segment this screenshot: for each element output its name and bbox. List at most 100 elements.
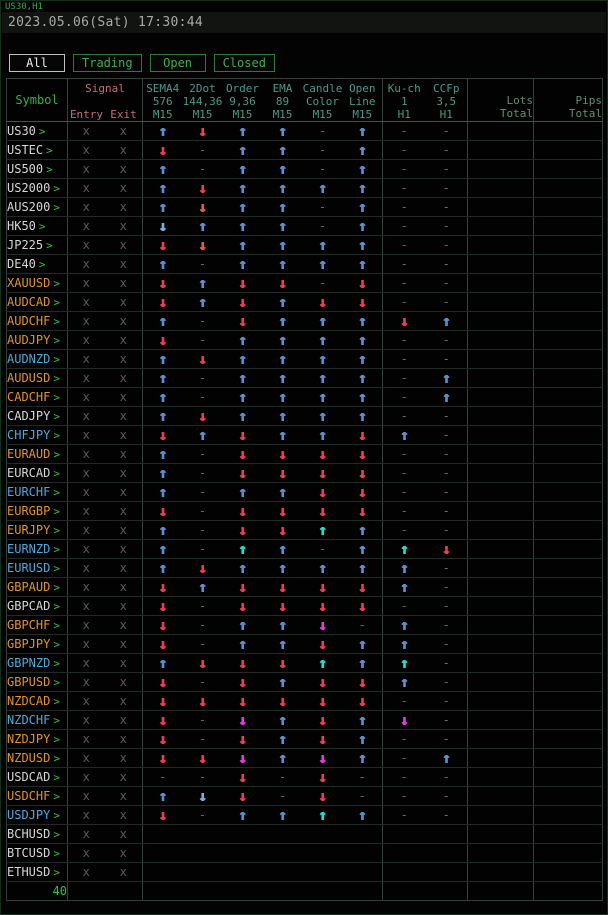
entry-toggle[interactable]: x <box>67 558 105 578</box>
symbol-expand-chevron-icon[interactable]: > <box>53 676 60 689</box>
exit-toggle[interactable]: x <box>104 216 143 236</box>
symbol-cell[interactable]: ETHUSD > <box>6 862 68 882</box>
symbol-cell[interactable]: NZDUSD > <box>6 748 68 768</box>
entry-toggle[interactable]: x <box>67 653 105 673</box>
entry-toggle[interactable]: x <box>67 501 105 521</box>
symbol-expand-chevron-icon[interactable]: > <box>53 467 60 480</box>
entry-toggle[interactable]: x <box>67 577 105 597</box>
exit-toggle[interactable]: x <box>104 843 143 863</box>
exit-toggle[interactable]: x <box>104 729 143 749</box>
symbol-expand-chevron-icon[interactable]: > <box>53 714 60 727</box>
symbol-cell[interactable]: US500 > <box>6 159 68 179</box>
symbol-cell[interactable]: US2000 > <box>6 178 68 198</box>
symbol-cell[interactable]: GBPCAD > <box>6 596 68 616</box>
exit-toggle[interactable]: x <box>104 596 143 616</box>
symbol-cell[interactable]: XAUUSD > <box>6 273 68 293</box>
entry-toggle[interactable]: x <box>67 140 105 160</box>
symbol-expand-chevron-icon[interactable]: > <box>53 562 60 575</box>
symbol-expand-chevron-icon[interactable]: > <box>46 163 53 176</box>
entry-toggle[interactable]: x <box>67 368 105 388</box>
symbol-expand-chevron-icon[interactable]: > <box>53 638 60 651</box>
symbol-cell[interactable]: AUS200 > <box>6 197 68 217</box>
exit-toggle[interactable]: x <box>104 653 143 673</box>
exit-toggle[interactable]: x <box>104 406 143 426</box>
symbol-cell[interactable]: GBPNZD > <box>6 653 68 673</box>
entry-toggle[interactable]: x <box>67 406 105 426</box>
exit-toggle[interactable]: x <box>104 311 143 331</box>
symbol-expand-chevron-icon[interactable]: > <box>53 543 60 556</box>
exit-toggle[interactable]: x <box>104 140 143 160</box>
entry-toggle[interactable]: x <box>67 710 105 730</box>
exit-toggle[interactable]: x <box>104 368 143 388</box>
symbol-expand-chevron-icon[interactable]: > <box>53 201 60 214</box>
entry-toggle[interactable]: x <box>67 539 105 559</box>
symbol-expand-chevron-icon[interactable]: > <box>53 448 60 461</box>
entry-toggle[interactable]: x <box>67 330 105 350</box>
entry-toggle[interactable]: x <box>67 349 105 369</box>
symbol-expand-chevron-icon[interactable]: > <box>53 657 60 670</box>
entry-toggle[interactable]: x <box>67 805 105 825</box>
symbol-cell[interactable]: USDCAD > <box>6 767 68 787</box>
symbol-expand-chevron-icon[interactable]: > <box>53 486 60 499</box>
exit-toggle[interactable]: x <box>104 824 143 844</box>
exit-toggle[interactable]: x <box>104 292 143 312</box>
entry-toggle[interactable]: x <box>67 292 105 312</box>
entry-toggle[interactable]: x <box>67 425 105 445</box>
exit-toggle[interactable]: x <box>104 520 143 540</box>
symbol-cell[interactable]: EURNZD > <box>6 539 68 559</box>
symbol-expand-chevron-icon[interactable]: > <box>53 410 60 423</box>
symbol-cell[interactable]: EURCHF > <box>6 482 68 502</box>
exit-toggle[interactable]: x <box>104 862 143 882</box>
symbol-expand-chevron-icon[interactable]: > <box>53 277 60 290</box>
exit-toggle[interactable]: x <box>104 463 143 483</box>
exit-toggle[interactable]: x <box>104 482 143 502</box>
exit-toggle[interactable]: x <box>104 805 143 825</box>
entry-toggle[interactable]: x <box>67 691 105 711</box>
symbol-expand-chevron-icon[interactable]: > <box>38 258 46 271</box>
symbol-expand-chevron-icon[interactable]: > <box>53 828 60 841</box>
exit-toggle[interactable]: x <box>104 672 143 692</box>
symbol-expand-chevron-icon[interactable]: > <box>46 144 53 157</box>
tab-closed[interactable]: Closed <box>213 54 275 72</box>
entry-toggle[interactable]: x <box>67 159 105 179</box>
entry-toggle[interactable]: x <box>67 444 105 464</box>
symbol-cell[interactable]: EURJPY > <box>6 520 68 540</box>
symbol-cell[interactable]: GBPCHF > <box>6 615 68 635</box>
symbol-expand-chevron-icon[interactable]: > <box>53 733 60 746</box>
symbol-cell[interactable]: AUDJPY > <box>6 330 68 350</box>
symbol-expand-chevron-icon[interactable]: > <box>53 372 60 385</box>
symbol-expand-chevron-icon[interactable]: > <box>53 809 60 822</box>
exit-toggle[interactable]: x <box>104 748 143 768</box>
tab-trading[interactable]: Trading <box>73 54 142 72</box>
entry-toggle[interactable]: x <box>67 235 105 255</box>
entry-toggle[interactable]: x <box>67 197 105 217</box>
symbol-cell[interactable]: EURGBP > <box>6 501 68 521</box>
symbol-cell[interactable]: GBPJPY > <box>6 634 68 654</box>
symbol-expand-chevron-icon[interactable]: > <box>53 695 60 708</box>
symbol-cell[interactable]: US30 > <box>6 121 68 141</box>
exit-toggle[interactable]: x <box>104 767 143 787</box>
entry-toggle[interactable]: x <box>67 786 105 806</box>
exit-toggle[interactable]: x <box>104 387 143 407</box>
symbol-expand-chevron-icon[interactable]: > <box>53 847 60 860</box>
symbol-expand-chevron-icon[interactable]: > <box>53 182 60 195</box>
symbol-cell[interactable]: NZDCAD > <box>6 691 68 711</box>
exit-toggle[interactable]: x <box>104 330 143 350</box>
exit-toggle[interactable]: x <box>104 121 143 141</box>
entry-toggle[interactable]: x <box>67 843 105 863</box>
entry-toggle[interactable]: x <box>67 311 105 331</box>
symbol-cell[interactable]: JP225 > <box>6 235 68 255</box>
symbol-cell[interactable]: AUDUSD > <box>6 368 68 388</box>
symbol-cell[interactable]: NZDCHF > <box>6 710 68 730</box>
symbol-cell[interactable]: BTCUSD > <box>6 843 68 863</box>
exit-toggle[interactable]: x <box>104 634 143 654</box>
entry-toggle[interactable]: x <box>67 615 105 635</box>
exit-toggle[interactable]: x <box>104 501 143 521</box>
entry-toggle[interactable]: x <box>67 748 105 768</box>
exit-toggle[interactable]: x <box>104 710 143 730</box>
symbol-expand-chevron-icon[interactable]: > <box>46 239 53 252</box>
symbol-cell[interactable]: BCHUSD > <box>6 824 68 844</box>
entry-toggle[interactable]: x <box>67 672 105 692</box>
exit-toggle[interactable]: x <box>104 558 143 578</box>
symbol-expand-chevron-icon[interactable]: > <box>53 866 60 879</box>
